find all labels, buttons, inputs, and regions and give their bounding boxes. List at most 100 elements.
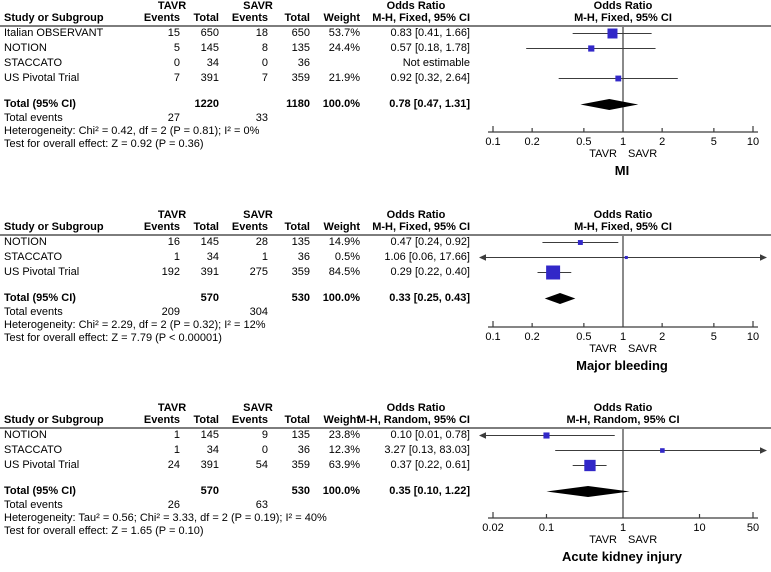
total-odds-ratio: 0.33 [0.25, 0.43] [389,292,470,304]
total-weight: 100.0% [322,485,360,497]
tavr-events-header: Events [143,414,180,426]
overall-effect-text: Test for overall effect: Z = 7.79 (P < 0… [4,332,222,344]
study-weight-square [577,240,583,245]
savr-events-value: 28 [255,236,268,248]
axis-tick-label: 0.1 [485,136,501,148]
study-name: STACCATO [4,251,63,263]
weight-header: Weight [323,12,360,24]
savr-total-value: 135 [291,236,310,248]
savr-total-value: 36 [297,251,310,263]
total-odds-ratio: 0.78 [0.47, 1.31] [389,98,470,110]
study-weight-square [546,265,561,280]
axis-tick-label: 2 [659,331,666,343]
total-row-label: Total (95% CI) [4,485,76,497]
savr-events-value: 0 [261,444,268,456]
total-tavr-n: 570 [200,292,219,304]
odds-ratio-plot-header: Odds Ratio [593,0,653,12]
overall-effect-text: Test for overall effect: Z = 0.92 (P = 0… [4,138,204,150]
tavr-events-value: 7 [173,72,180,84]
tavr-total-value: 145 [200,42,219,54]
study-name: NOTION [4,236,47,248]
savr-total-value: 135 [291,42,310,54]
total-events-tavr: 26 [167,499,180,511]
header-rule [0,25,771,27]
total-events-label: Total events [4,112,63,124]
savr-group-header: SAVR [243,402,273,414]
axis-tick-label: 0.02 [482,522,504,534]
tavr-events-value: 24 [167,459,180,471]
axis-tick-label: 10 [746,136,760,148]
heterogeneity-text: Heterogeneity: Tau² = 0.56; Chi² = 3.33,… [4,512,327,524]
tavr-total-value: 391 [200,72,219,84]
savr-events-value: 275 [249,266,268,278]
tavr-total-value: 650 [200,27,219,39]
panel-acute-kidney-injury: TAVR SAVR Odds Ratio Odds Ratio Study or Sub… [0,402,771,572]
savr-events-value: 54 [255,459,268,471]
total-events-tavr: 27 [167,112,180,124]
savr-group-header: SAVR [243,209,273,221]
study-weight-square [615,75,622,82]
odds-ratio-value: 0.57 [0.18, 1.78] [390,42,470,54]
odds-ratio-value: 1.06 [0.06, 17.66] [384,251,470,263]
tavr-events-value: 0 [173,57,180,69]
axis-tick-label: 0.2 [524,136,540,148]
savr-events-header: Events [231,221,268,233]
study-weight-square [543,432,550,439]
total-tavr-n: 1220 [194,98,219,110]
tavr-events-value: 1 [173,251,180,263]
ci-right-arrow [760,254,767,261]
odds-ratio-value: 0.92 [0.32, 2.64] [390,72,470,84]
savr-total-value: 359 [291,72,310,84]
favours-savr-label: SAVR [628,343,658,355]
tavr-total-value: 145 [200,236,219,248]
tavr-total-header: Total [193,12,219,24]
total-events-savr: 304 [249,306,268,318]
weight-value: 0.5% [334,251,360,263]
savr-events-value: 9 [261,429,268,441]
axis-tick-label: 5 [710,136,717,148]
tavr-events-value: 16 [167,236,180,248]
total-savr-n: 530 [291,485,310,497]
total-weight: 100.0% [322,292,360,304]
tavr-total-value: 391 [200,266,219,278]
savr-events-value: 18 [255,27,268,39]
tavr-total-value: 34 [206,444,219,456]
odds-ratio-value: 0.10 [0.01, 0.78] [390,429,470,441]
method-plot-header: M-H, Fixed, 95% CI [574,221,672,233]
axis-tick-label: 1 [619,331,627,343]
odds-ratio-column-header: Odds Ratio [386,402,446,414]
tavr-group-header: TAVR [157,0,187,12]
outcome-label: Acute kidney injury [562,549,682,564]
savr-total-header: Total [284,414,310,426]
pooled-effect-diamond [580,99,639,110]
weight-header: Weight [323,414,360,426]
panel-mi: TAVR SAVR Odds Ratio Odds Ratio Study or Sub… [0,0,771,200]
axis-tick-label: 0.5 [576,331,592,343]
weight-value: 12.3% [328,444,360,456]
axis-tick-label: 2 [659,136,666,148]
overall-effect-text: Test for overall effect: Z = 1.65 (P = 0… [4,525,204,537]
method-column-header: M-H, Fixed, 95% CI [372,12,470,24]
outcome-label: MI [614,163,630,178]
tavr-total-header: Total [193,414,219,426]
tavr-group-header: TAVR [157,402,187,414]
total-events-label: Total events [4,306,63,318]
pooled-effect-diamond [546,486,630,497]
tavr-events-value: 5 [173,42,180,54]
total-savr-n: 1180 [286,98,310,110]
odds-ratio-value: 0.37 [0.22, 0.61] [390,459,470,471]
favours-tavr-label: TAVR [589,534,617,546]
weight-value: 24.4% [328,42,360,54]
odds-ratio-value: 0.47 [0.24, 0.92] [390,236,470,248]
weight-value: 14.9% [328,236,360,248]
savr-total-header: Total [284,221,310,233]
study-column-header: Study or Subgroup [4,12,104,24]
savr-events-value: 8 [261,42,268,54]
axis-tick-label: 0.5 [576,136,592,148]
weight-header: Weight [323,221,360,233]
method-plot-header: M-H, Fixed, 95% CI [574,12,672,24]
study-weight-square [624,255,628,260]
odds-ratio-plot-header: Odds Ratio [593,209,653,221]
study-weight-square [588,45,595,52]
weight-value: 23.8% [328,429,360,441]
